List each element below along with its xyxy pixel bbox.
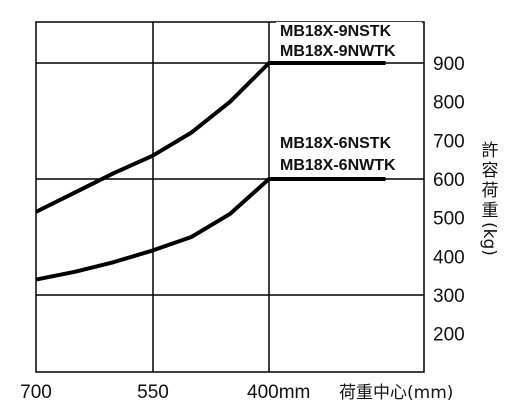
series-labels: MB18X-9NSTK MB18X-9NWTK MB18X-6NSTK MB18… [276,22,422,174]
series-label-9nstk: MB18X-9NSTK [280,23,392,40]
series-group [35,61,386,282]
y-axis-title-unit: (kg) [479,222,499,256]
series-line-1 [35,177,386,282]
x-axis-title: 荷重中心(mm) [339,383,453,403]
x-axis-ticks: 700 550 400mm [20,382,310,403]
series-label-6nwtk: MB18X-6NWTK [280,157,396,174]
x-tick-label: 700 [20,382,52,403]
y-axis-ticks: 900 800 700 600 500 400 300 200 [433,54,465,346]
x-tick-label: 550 [137,382,169,403]
y-axis-title-char: 容 [482,161,499,181]
y-axis-title-char: 重 [482,201,499,221]
series-line-0 [35,61,386,214]
y-axis-title-char: 荷 [482,181,499,201]
plot-frame [35,21,425,373]
y-tick-label: 900 [433,54,465,75]
y-tick-label: 800 [433,93,465,114]
y-tick-label: 600 [433,170,465,191]
y-axis-title: 許 容 荷 重 (kg) [479,141,499,256]
y-axis-title-char: 許 [482,141,499,161]
series-label-9nwtk: MB18X-9NWTK [280,43,396,60]
y-tick-label: 500 [433,209,465,230]
y-tick-label: 400 [433,247,465,268]
y-tick-label: 200 [433,325,465,346]
grid [36,22,424,372]
y-tick-label: 700 [433,131,465,152]
x-tick-label: 400mm [247,382,310,403]
series-label-6nstk: MB18X-6NSTK [280,135,392,152]
series-label-bg [276,22,422,38]
y-tick-label: 300 [433,286,465,307]
series-label-bg [276,134,422,151]
